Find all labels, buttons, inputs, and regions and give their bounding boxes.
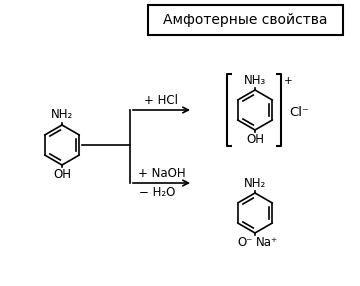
Text: NH₂: NH₂ <box>51 108 73 121</box>
Text: O⁻: O⁻ <box>238 236 253 249</box>
Bar <box>148 5 343 35</box>
Text: OH: OH <box>246 133 264 146</box>
Text: NH₂: NH₂ <box>244 177 266 190</box>
Text: + HCl: + HCl <box>144 94 179 107</box>
Text: OH: OH <box>53 168 71 181</box>
Text: Cl⁻: Cl⁻ <box>289 106 309 118</box>
Text: +: + <box>284 76 293 86</box>
Text: NH₃: NH₃ <box>244 74 266 87</box>
Text: Na⁺: Na⁺ <box>256 236 278 249</box>
Text: − H₂O: − H₂O <box>139 186 176 199</box>
Text: Амфотерные свойства: Амфотерные свойства <box>163 13 328 27</box>
Text: + NaOH: + NaOH <box>138 167 185 180</box>
